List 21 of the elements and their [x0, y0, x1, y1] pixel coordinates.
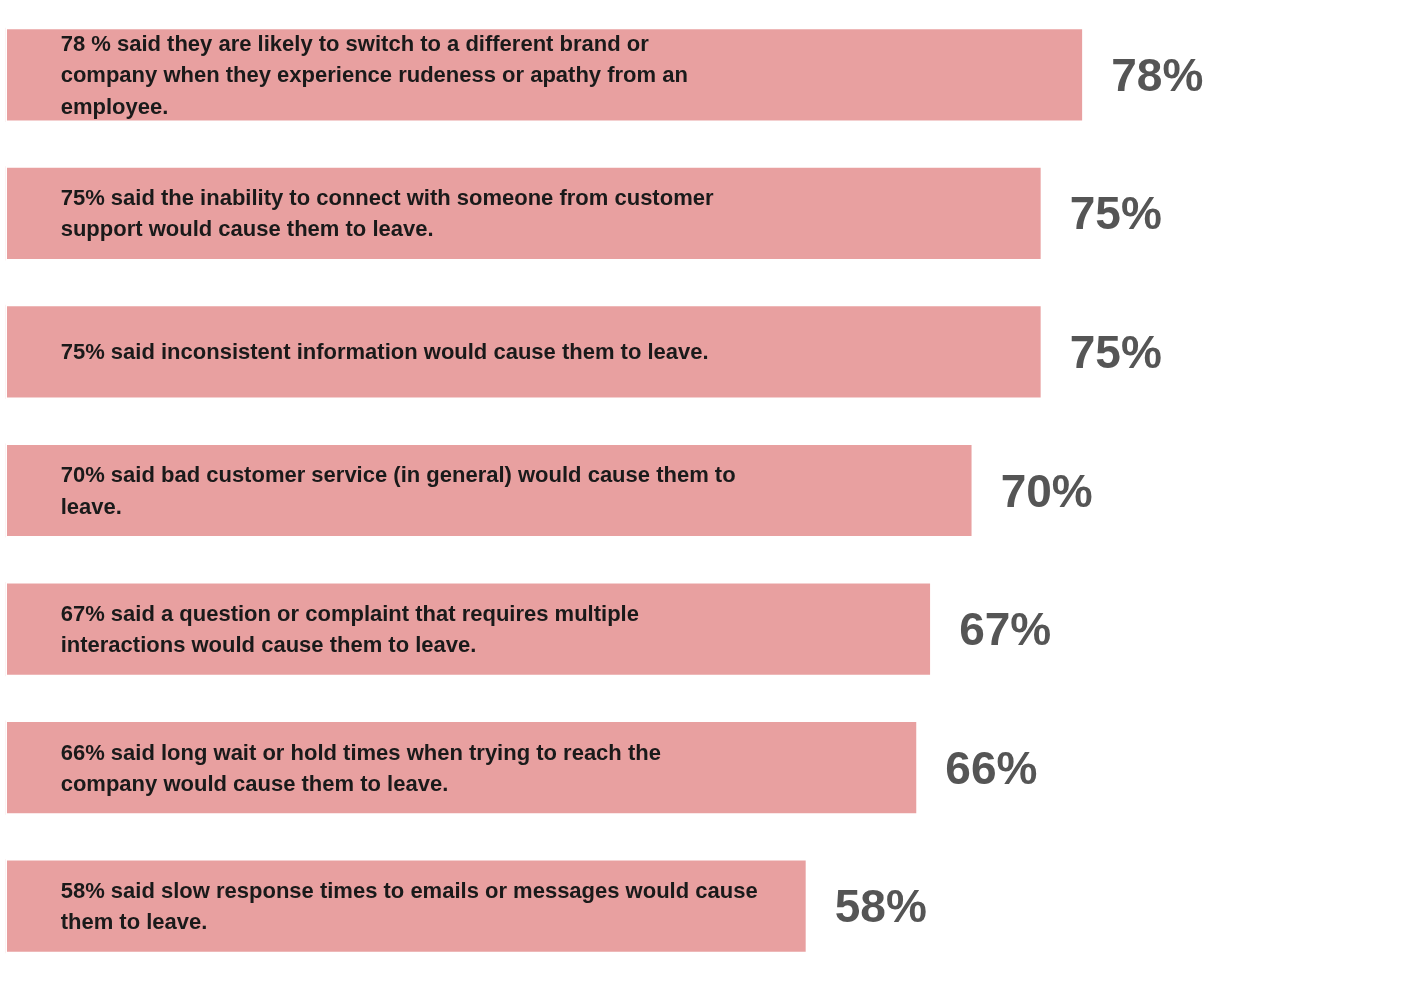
data-label: 66% — [945, 741, 1038, 794]
data-label: 75% — [1069, 325, 1162, 378]
data-label: 75% — [1069, 187, 1162, 240]
y-tick-label: 75% said the inability to connect with someone from customer support would cause them to leave. — [60, 185, 714, 242]
data-label: 67% — [959, 603, 1052, 656]
y-tick-label: 58% said slow response times to emails or messages would cause them to leave. — [60, 878, 758, 935]
bar — [5, 164, 1044, 262]
bar — [5, 303, 1044, 401]
data-label: 78% — [1111, 48, 1204, 101]
y-tick-label: 75% said inconsistent information would cause them to leave. — [60, 339, 709, 365]
y-tick-label: 78 % said they are likely to switch to a different brand or company when they experience rudeness or apathy from an employee. — [60, 31, 688, 119]
bar — [5, 857, 809, 955]
bar — [5, 441, 975, 540]
bar — [5, 26, 1086, 124]
bar — [5, 719, 920, 817]
data-label: 70% — [1000, 464, 1093, 517]
y-tick-label: 66% said long wait or hold times when trying to reach the company would cause them to leave. — [60, 739, 661, 796]
data-label: 58% — [834, 880, 927, 933]
y-tick-label: 67% said a question or complaint that requires multiple interactions would cause them to leave. — [60, 600, 639, 658]
y-tick-label: 70% said bad customer service (in general) would cause them to leave. — [60, 462, 736, 519]
bar — [5, 580, 934, 678]
